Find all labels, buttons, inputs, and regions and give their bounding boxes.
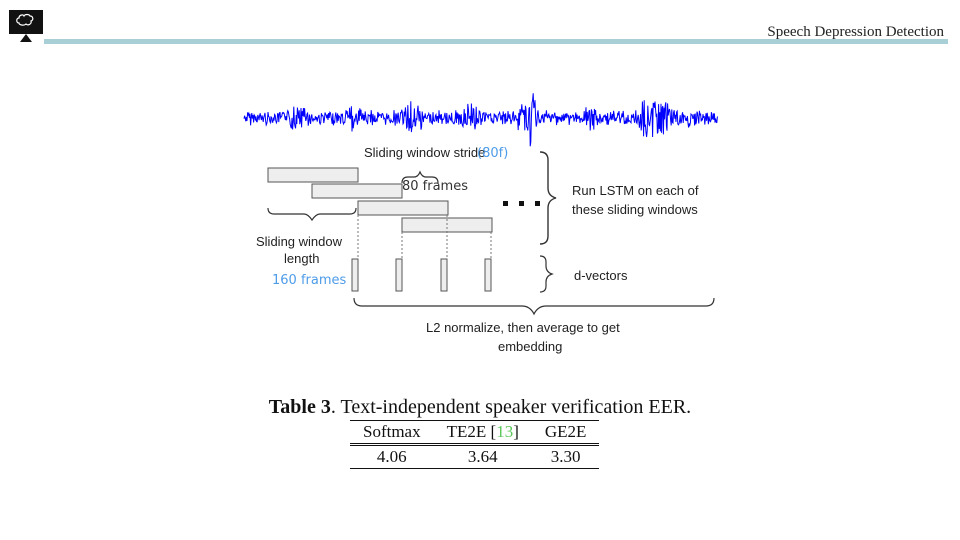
dvector-brace — [539, 255, 554, 293]
stride-label: Sliding window stride — [364, 145, 485, 160]
col-header-te2e: TE2E [13] — [446, 422, 519, 441]
sliding-window-diagram: Sliding window stride (80f) 80 frames Sl… — [243, 93, 718, 354]
length-frames-note: 160 frames — [272, 273, 346, 288]
d-vector-4 — [484, 258, 492, 292]
normalize-label-line1: L2 normalize, then average to get — [426, 320, 620, 335]
lstm-brace — [539, 151, 557, 245]
lstm-label-line1: Run LSTM on each of — [572, 183, 699, 198]
table-caption-bold: Table 3 — [268, 396, 331, 418]
cell-softmax: 4.06 — [376, 447, 407, 466]
table-caption: Table 3. Text-independent speaker verifi… — [240, 396, 720, 419]
ellipsis-dots — [503, 201, 540, 206]
normalize-brace — [353, 297, 715, 316]
dvector-label: d-vectors — [574, 268, 628, 283]
stride-brace — [401, 170, 439, 184]
d-vector-3 — [440, 258, 448, 292]
table-row: 4.06 3.64 3.30 — [350, 445, 600, 469]
normalize-label-line2: embedding — [498, 339, 562, 354]
table-caption-text: . Text-independent speaker verification … — [330, 396, 692, 418]
cell-te2e: 3.64 — [467, 447, 498, 466]
eer-table: Softmax TE2E [13] GE2E 4.06 3.64 3.30 — [350, 420, 600, 469]
te2e-name: TE2E — [446, 422, 487, 441]
table-header-row: Softmax TE2E [13] GE2E — [350, 420, 600, 445]
brain-monitor-icon — [9, 10, 43, 42]
lstm-label-line2: these sliding windows — [572, 202, 698, 217]
d-vector-1 — [351, 258, 359, 292]
audio-waveform — [243, 93, 718, 147]
cell-ge2e: 3.30 — [550, 447, 581, 466]
stride-frames-note: 80 frames — [402, 179, 468, 194]
length-label-line1: Sliding window — [256, 234, 343, 249]
header-title: Speech Depression Detection — [767, 24, 944, 40]
sliding-window-1 — [267, 167, 359, 183]
col-header-softmax: Softmax — [363, 422, 421, 441]
length-brace — [267, 207, 357, 222]
sliding-window-3 — [357, 200, 449, 216]
header-bar — [44, 39, 948, 44]
col-header-ge2e: GE2E — [544, 422, 587, 441]
d-vector-2 — [395, 258, 403, 292]
te2e-citation: 13 — [496, 422, 514, 441]
sliding-window-2 — [311, 183, 403, 199]
stride-hand-note: (80f) — [477, 146, 508, 161]
length-label-line2: length — [284, 251, 319, 266]
window-connectors — [357, 215, 492, 258]
